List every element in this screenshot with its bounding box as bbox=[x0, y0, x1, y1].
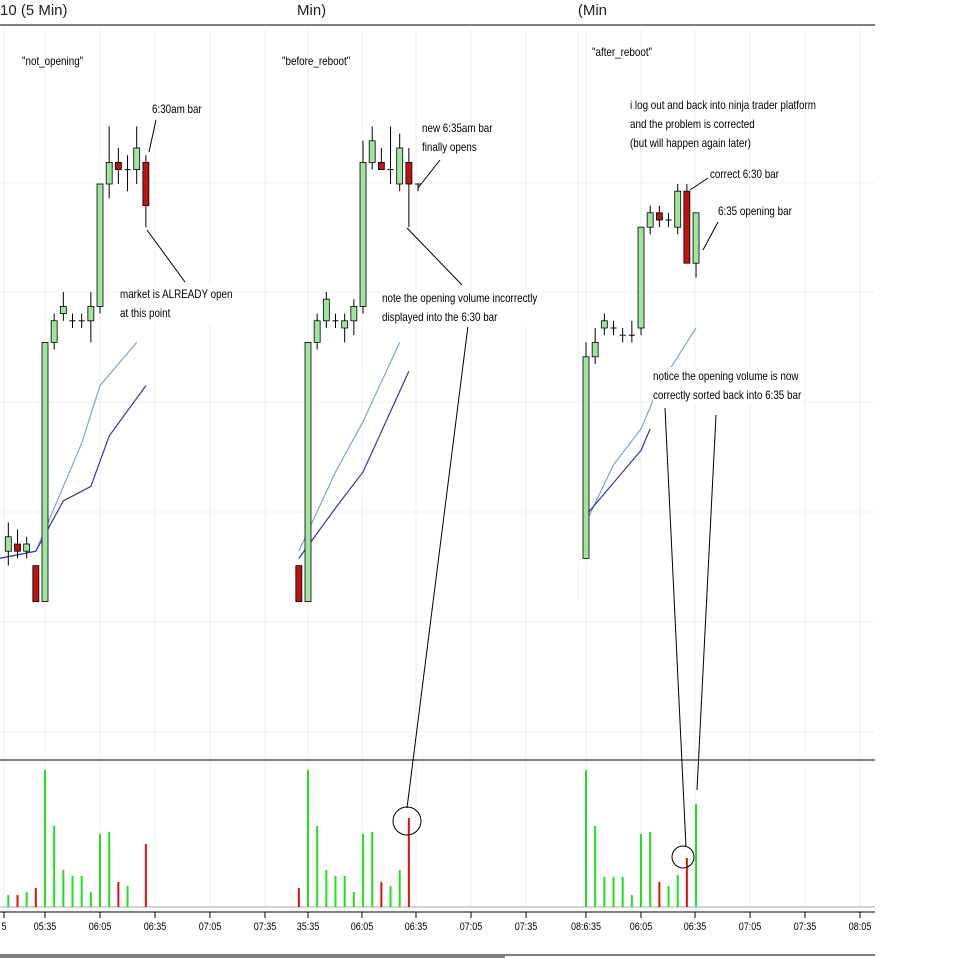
x-tick-label: 06:35 bbox=[144, 921, 167, 933]
pointer-incorrect bbox=[406, 227, 463, 286]
candle-body bbox=[23, 543, 31, 552]
panel-title-3: Min) bbox=[577, 2, 607, 19]
pointer-correct-630 bbox=[689, 177, 709, 191]
candle-body bbox=[142, 161, 150, 206]
x-tick-label: 06:35 bbox=[684, 921, 707, 933]
ma-slow-line bbox=[585, 428, 651, 516]
candle-body bbox=[87, 305, 95, 322]
ma-fast-line bbox=[298, 342, 401, 552]
pointer-sorted-1 bbox=[664, 407, 687, 848]
candle-body bbox=[350, 305, 358, 322]
annotation-incorrect-volume: note the opening volume incorrectly disp… bbox=[382, 289, 538, 327]
annotation-635-opening: 6:35 opening bar bbox=[718, 204, 792, 218]
x-tick-label: 07:05 bbox=[199, 921, 222, 933]
candle-body bbox=[637, 226, 645, 329]
panel-label-1: "not_opening" bbox=[22, 54, 84, 68]
annotation-correct-630: correct 6:30 bar bbox=[710, 167, 779, 181]
pointer-630am bbox=[148, 119, 157, 153]
ma-slow-line bbox=[298, 370, 410, 559]
candle-body bbox=[50, 320, 58, 343]
candle-body bbox=[59, 305, 67, 314]
x-tick-label: 06:05 bbox=[630, 921, 653, 933]
pointer-sorted-2 bbox=[696, 414, 717, 791]
pointer-incorrect-volume bbox=[406, 309, 471, 809]
candle-body bbox=[313, 320, 321, 343]
candle-body bbox=[377, 161, 385, 170]
candle-body bbox=[359, 161, 367, 307]
annotation-new-635-bar: new 6:35am bar finally opens bbox=[422, 121, 493, 154]
candle-body bbox=[582, 356, 590, 559]
candle-body bbox=[396, 147, 404, 185]
candle-body bbox=[96, 183, 104, 307]
candle-body bbox=[341, 320, 349, 329]
panel-title-1: 10 (5 Min) bbox=[0, 2, 68, 19]
candle-body bbox=[14, 543, 21, 552]
candle-body bbox=[4, 536, 12, 552]
annotation-logout: i log out and back into ninja trader pla… bbox=[630, 98, 816, 150]
panel-title-2: Min) bbox=[297, 2, 327, 19]
candle-body bbox=[133, 147, 141, 171]
candle-body bbox=[591, 341, 599, 358]
x-tick-label: 08:05 bbox=[849, 921, 872, 933]
x-tick-label: 5 bbox=[1, 921, 6, 933]
x-tick-label: 06:05 bbox=[351, 921, 374, 933]
pointer-already-open bbox=[146, 229, 186, 283]
x-tick-label: 07:05 bbox=[739, 921, 762, 933]
pointer-635 bbox=[702, 221, 719, 251]
candle-body bbox=[32, 565, 40, 602]
candle-body bbox=[692, 212, 700, 264]
highlight-circle bbox=[392, 806, 422, 836]
candle-body bbox=[405, 161, 413, 185]
annotation-already-open: market is ALREADY open at this point bbox=[120, 285, 233, 323]
x-tick-label: 07:35 bbox=[515, 921, 538, 933]
highlight-circle bbox=[671, 845, 695, 869]
pointer-new-635 bbox=[417, 159, 441, 189]
ma-fast-line bbox=[0, 342, 138, 559]
candle-body bbox=[105, 161, 113, 185]
x-tick-label: 06:35 bbox=[405, 921, 428, 933]
x-tick-label: 35:35 bbox=[297, 921, 320, 933]
x-tick-label: 08:6:35 bbox=[571, 921, 601, 933]
panel-label-2: "before_reboot" bbox=[282, 54, 351, 68]
ma-fast-line bbox=[585, 327, 697, 523]
x-tick-label: 06:05 bbox=[89, 921, 112, 933]
candle-body bbox=[322, 298, 330, 322]
candle-body bbox=[683, 190, 691, 264]
panel-label-3: "after_reboot" bbox=[592, 45, 653, 59]
candle-body bbox=[304, 341, 312, 603]
x-tick-label: 07:35 bbox=[794, 921, 817, 933]
candle-body bbox=[368, 140, 376, 163]
candle-body bbox=[41, 341, 49, 603]
x-tick-label: 05:35 bbox=[34, 921, 57, 933]
candle-body bbox=[655, 212, 663, 221]
annotation-630am-bar: 6:30am bar bbox=[152, 102, 202, 116]
candle-body bbox=[600, 320, 608, 329]
x-tick-label: 07:05 bbox=[460, 921, 483, 933]
ma-slow-line bbox=[0, 385, 147, 559]
x-tick-label: 07:35 bbox=[254, 921, 277, 933]
candle-body bbox=[295, 565, 303, 602]
candle-body bbox=[646, 212, 654, 228]
candle-body bbox=[114, 161, 122, 170]
candle-body bbox=[674, 190, 682, 228]
annotation-sorted-volume: notice the opening volume is now correct… bbox=[653, 367, 802, 405]
